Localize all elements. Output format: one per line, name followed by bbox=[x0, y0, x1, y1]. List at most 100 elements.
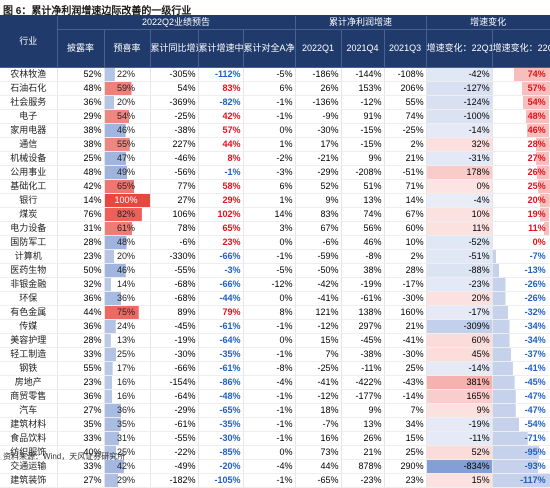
pull-effect-cell: -1% bbox=[243, 417, 296, 432]
pull-effect-cell: 0% bbox=[243, 445, 296, 460]
pull-effect-cell: 14% bbox=[243, 207, 296, 222]
change-22q2e-22q1-cell: 27% bbox=[492, 151, 550, 166]
change-22q1-21q4-cell: 32% bbox=[426, 137, 493, 152]
growth-2021q3-cell: 67% bbox=[384, 207, 427, 222]
yoy-growth-cell: 27% bbox=[150, 193, 199, 208]
table-row: 非银金融 32% 14% -68% -66% -12% -42% -19% -17% -23% -2… bbox=[0, 277, 550, 292]
header-group-forecast: 2022Q2业绩预告 bbox=[57, 16, 296, 30]
growth-2021q4-cell: -422% bbox=[341, 375, 385, 390]
growth-2021q4-cell: -19% bbox=[341, 277, 385, 292]
median-growth-cell: -35% bbox=[198, 347, 244, 362]
median-growth-cell: 58% bbox=[198, 179, 244, 194]
header-change-2: 增速变化：22Q2（E）-22Q1 bbox=[492, 29, 550, 68]
industry-cell: 农林牧渔 bbox=[0, 67, 58, 82]
disclosure-cell: 32% bbox=[57, 277, 105, 292]
preferable-rate-cell: 48% bbox=[104, 235, 151, 250]
disclosure-cell: 50% bbox=[57, 263, 105, 278]
industry-cell: 纺织服饰 bbox=[0, 445, 58, 460]
preferable-rate-cell: 54% bbox=[104, 109, 151, 124]
disclosure-cell: 14% bbox=[57, 193, 105, 208]
yoy-growth-cell: -46% bbox=[150, 151, 199, 166]
change-22q2e-22q1-cell: -37% bbox=[492, 347, 550, 362]
change-22q1-21q4-cell: 52% bbox=[426, 445, 493, 460]
median-growth-cell: 79% bbox=[198, 305, 244, 320]
median-growth-cell: -86% bbox=[198, 375, 244, 390]
disclosure-cell: 28% bbox=[57, 235, 105, 250]
yoy-growth-cell: -330% bbox=[150, 249, 199, 264]
growth-2022q1-cell: 15% bbox=[295, 333, 342, 348]
growth-2022q1-cell: -7% bbox=[295, 417, 342, 432]
change-22q2e-22q1-cell: 19% bbox=[492, 207, 550, 222]
disclosure-cell: 48% bbox=[57, 81, 105, 96]
disclosure-cell: 23% bbox=[57, 375, 105, 390]
yoy-growth-cell: -30% bbox=[150, 347, 199, 362]
growth-2021q3-cell: -14% bbox=[384, 389, 427, 404]
preferable-rate-cell: 13% bbox=[104, 333, 151, 348]
yoy-growth-cell: -68% bbox=[150, 291, 199, 306]
industry-cell: 公用事业 bbox=[0, 165, 58, 180]
growth-2021q4-cell: 51% bbox=[341, 179, 385, 194]
change-22q1-21q4-cell: 20% bbox=[426, 291, 493, 306]
growth-2021q3-cell: -108% bbox=[384, 67, 427, 82]
change-22q1-21q4-cell: -124% bbox=[426, 95, 493, 110]
disclosure-cell: 52% bbox=[57, 67, 105, 82]
change-22q2e-22q1-cell: -13% bbox=[492, 263, 550, 278]
table-row: 电子 29% 54% -25% 42% -1% -9% 91% 74% -100% 48% bbox=[0, 109, 550, 124]
median-growth-cell: -66% bbox=[198, 277, 244, 292]
change-22q2e-22q1-cell: -95% bbox=[492, 445, 550, 460]
growth-2021q4-cell: 138% bbox=[341, 305, 385, 320]
industry-cell: 环保 bbox=[0, 291, 58, 306]
growth-2021q3-cell: 14% bbox=[384, 193, 427, 208]
industry-cell: 非银金融 bbox=[0, 277, 58, 292]
median-growth-cell: 8% bbox=[198, 151, 244, 166]
table-row: 通信 38% 55% 227% 44% 1% 17% -15% 2% 32% 28% bbox=[0, 137, 550, 152]
change-22q2e-22q1-cell: -7% bbox=[492, 249, 550, 264]
industry-cell: 煤炭 bbox=[0, 207, 58, 222]
growth-2021q3-cell: -41% bbox=[384, 333, 427, 348]
pull-effect-cell: -3% bbox=[243, 165, 296, 180]
change-22q1-21q4-cell: -19% bbox=[426, 417, 493, 432]
header-preferable: 预喜率 bbox=[104, 29, 151, 68]
table-row: 计算机 23% 20% -330% -66% -1% -59% -8% 2% -51% -7% bbox=[0, 249, 550, 264]
pull-effect-cell: -1% bbox=[243, 249, 296, 264]
disclosure-cell: 36% bbox=[57, 95, 105, 110]
change-22q1-21q4-cell: -31% bbox=[426, 151, 493, 166]
median-growth-cell: 29% bbox=[198, 193, 244, 208]
growth-2022q1-cell: -186% bbox=[295, 67, 342, 82]
pull-effect-cell: -5% bbox=[243, 263, 296, 278]
yoy-growth-cell: -182% bbox=[150, 473, 199, 488]
table-row: 公用事业 48% 49% -56% -1% -3% -29% -208% -51% 178% 26% bbox=[0, 165, 550, 180]
growth-2021q4-cell: 21% bbox=[341, 445, 385, 460]
growth-2022q1-cell: 73% bbox=[295, 445, 342, 460]
disclosure-cell: 36% bbox=[57, 319, 105, 334]
preferable-rate-cell: 55% bbox=[104, 137, 151, 152]
pull-effect-cell: -4% bbox=[243, 375, 296, 390]
industry-cell: 医药生物 bbox=[0, 263, 58, 278]
growth-2021q3-cell: 25% bbox=[384, 361, 427, 376]
yoy-growth-cell: -66% bbox=[150, 361, 199, 376]
median-growth-cell: -44% bbox=[198, 291, 244, 306]
preferable-rate-cell: 82% bbox=[104, 207, 151, 222]
pull-effect-cell: -1% bbox=[243, 319, 296, 334]
industry-cell: 有色金属 bbox=[0, 305, 58, 320]
median-growth-cell: -61% bbox=[198, 319, 244, 334]
pull-effect-cell: -1% bbox=[243, 95, 296, 110]
median-growth-cell: -20% bbox=[198, 459, 244, 474]
growth-2022q1-cell: -65% bbox=[295, 473, 342, 488]
pull-effect-cell: 0% bbox=[243, 333, 296, 348]
table-row: 机械设备 25% 47% -46% 8% -2% -21% 9% 21% -31% 27% bbox=[0, 151, 550, 166]
industry-cell: 石油石化 bbox=[0, 81, 58, 96]
change-22q2e-22q1-cell: -71% bbox=[492, 431, 550, 446]
pull-effect-cell: -1% bbox=[243, 389, 296, 404]
yoy-growth-cell: -305% bbox=[150, 67, 199, 82]
header-industry: 行业 bbox=[0, 16, 58, 68]
growth-2022q1-cell: -59% bbox=[295, 249, 342, 264]
table-row: 医药生物 50% 46% -55% -3% -5% -50% 38% 28% -88% -13% bbox=[0, 263, 550, 278]
preferable-rate-cell: 17% bbox=[104, 361, 151, 376]
table-row: 银行 14% 100% 27% 29% 1% 9% 13% 14% -4% 20% bbox=[0, 193, 550, 208]
change-22q1-21q4-cell: 381% bbox=[426, 375, 493, 390]
table-row: 有色金属 44% 75% 89% 79% 8% 121% 138% 160% -17% -32% bbox=[0, 305, 550, 320]
yoy-growth-cell: -22% bbox=[150, 445, 199, 460]
growth-2022q1-cell: 83% bbox=[295, 207, 342, 222]
disclosure-cell: 42% bbox=[57, 179, 105, 194]
